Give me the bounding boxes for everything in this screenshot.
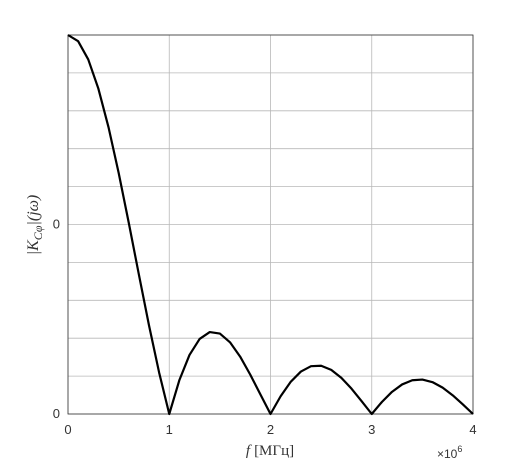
y-label-main: |K <box>25 239 42 255</box>
y-tick-label: 0 <box>53 217 60 232</box>
x-label-unit: [МГц] <box>254 443 294 459</box>
x-tick-label: 4 <box>469 422 476 437</box>
x-multiplier-base: ×10 <box>437 447 458 461</box>
y-tick-label: 0 <box>53 406 60 421</box>
x-tick-label: 3 <box>368 422 375 437</box>
x-multiplier-exp: 6 <box>457 444 462 454</box>
x-multiplier: ×106 <box>437 444 462 461</box>
x-label-var: f <box>246 443 252 459</box>
y-axis-label: |KCφ|(jω) <box>25 195 45 256</box>
x-tick-label: 2 <box>267 422 274 437</box>
x-axis-label: f [МГц] <box>246 443 294 459</box>
curve <box>67 34 474 416</box>
y-label-sub: Cφ <box>31 225 45 240</box>
y-label-tail: |(jω) <box>25 195 42 226</box>
x-tick-label: 0 <box>64 422 71 437</box>
x-tick-label: 1 <box>166 422 173 437</box>
